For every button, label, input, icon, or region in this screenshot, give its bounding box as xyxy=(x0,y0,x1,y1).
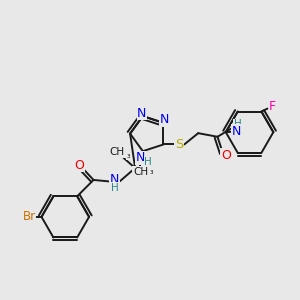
Text: H: H xyxy=(144,157,152,166)
Text: CH: CH xyxy=(133,167,148,177)
Text: N: N xyxy=(160,113,169,126)
Text: CH: CH xyxy=(109,147,124,157)
Text: O: O xyxy=(75,159,85,172)
Text: N: N xyxy=(232,125,241,138)
Text: H: H xyxy=(111,183,119,193)
Text: N: N xyxy=(110,172,119,185)
Text: S: S xyxy=(175,138,183,151)
Text: O: O xyxy=(221,149,231,162)
Text: H: H xyxy=(234,119,241,129)
Text: H: H xyxy=(136,169,144,180)
Text: ₃: ₃ xyxy=(126,151,130,160)
Text: N: N xyxy=(136,151,145,164)
Text: Br: Br xyxy=(22,210,36,224)
Text: F: F xyxy=(269,100,276,113)
Text: ₃: ₃ xyxy=(150,167,154,176)
Text: N: N xyxy=(137,107,147,120)
